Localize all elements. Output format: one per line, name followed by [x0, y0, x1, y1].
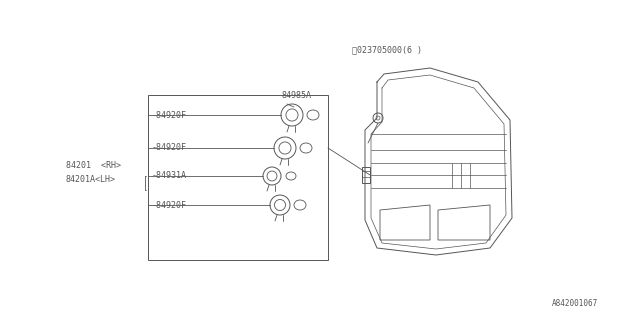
Text: A842001067: A842001067: [552, 299, 598, 308]
Text: 84201A<LH>: 84201A<LH>: [66, 175, 116, 184]
Bar: [148, 95, 328, 260]
Text: -84920F: -84920F: [152, 143, 187, 153]
Text: 84985A: 84985A: [282, 91, 312, 100]
Text: -84931A: -84931A: [152, 172, 187, 180]
Bar: [362, 167, 370, 183]
Text: -84920F: -84920F: [152, 201, 187, 210]
Text: Ⓝ023705000(6 ): Ⓝ023705000(6 ): [352, 45, 422, 54]
Text: -84920F: -84920F: [152, 110, 187, 119]
Text: 84201  <RH>: 84201 <RH>: [66, 161, 121, 170]
